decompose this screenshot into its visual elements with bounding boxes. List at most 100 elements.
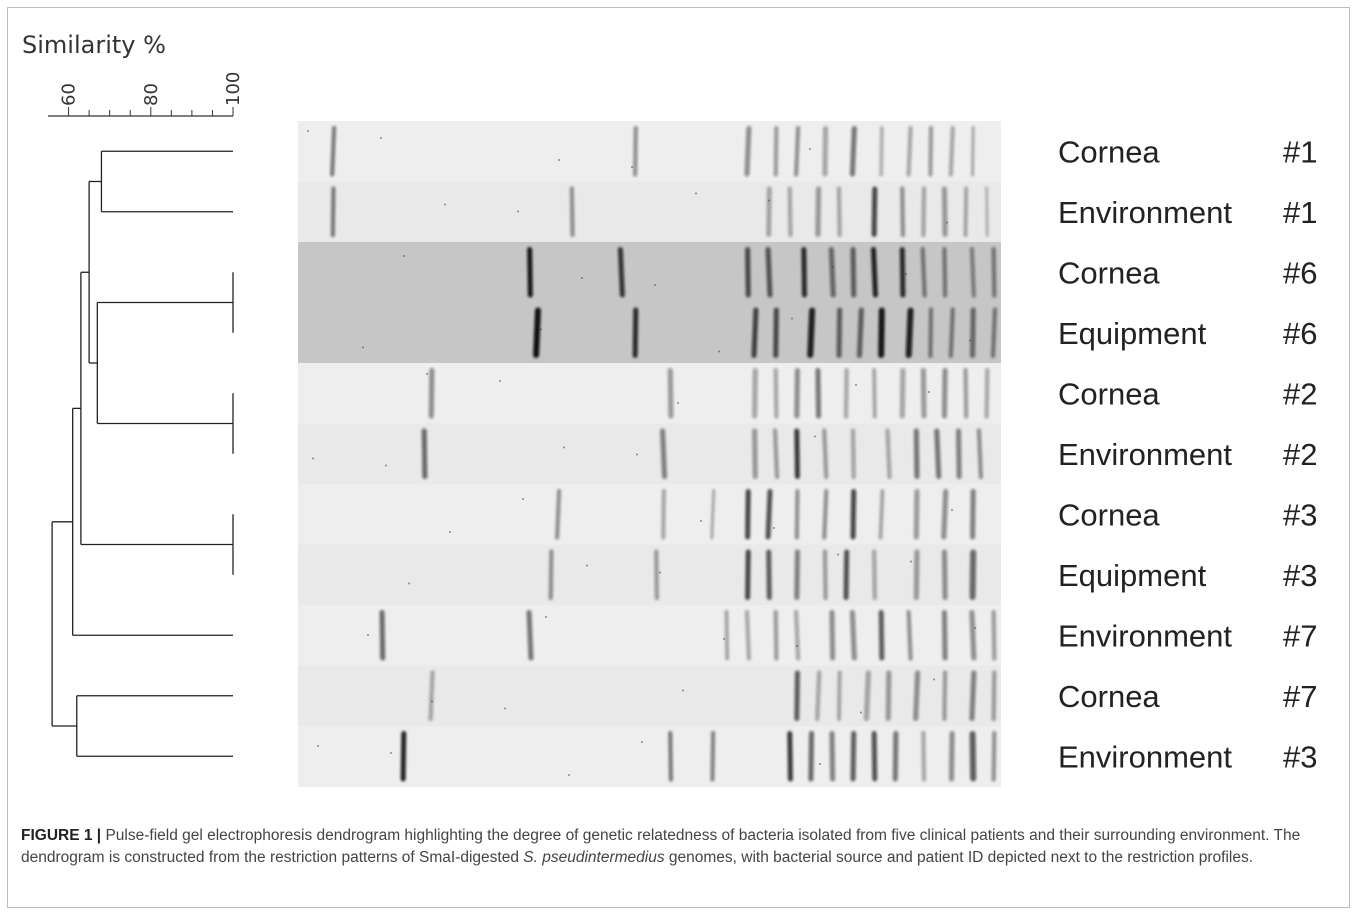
gel-band	[970, 307, 976, 358]
gel-speck	[390, 752, 392, 754]
gel-band	[745, 247, 751, 298]
lane-labels: Cornea #1 Environment #1 Cornea #6 Equipment #6…	[1058, 134, 1317, 774]
gel-band	[899, 368, 906, 419]
gel-speck	[362, 346, 364, 349]
gel-band	[991, 731, 997, 782]
gel-lane	[298, 302, 1001, 364]
figure-frame	[7, 7, 1350, 908]
gel-speck	[307, 130, 309, 132]
gel-speck	[819, 763, 821, 765]
gel-band	[906, 126, 913, 177]
gel-band	[878, 610, 885, 661]
gel-band	[828, 247, 836, 298]
gel-speck	[641, 741, 643, 743]
gel-speck	[860, 711, 862, 714]
gel-lane	[298, 484, 1001, 545]
gel-speck	[910, 560, 912, 563]
gel-band	[948, 731, 955, 782]
gel-band	[794, 489, 800, 540]
gel-band	[850, 731, 857, 782]
gel-band	[913, 549, 920, 600]
gel-band	[963, 368, 969, 419]
gel-band	[892, 731, 899, 782]
gel-speck	[380, 137, 382, 139]
gel-lane	[298, 605, 1001, 666]
gel-band	[863, 670, 871, 721]
lane-patient-label: #2	[1283, 376, 1317, 411]
lane-source-label: Environment	[1058, 739, 1232, 774]
gel-band	[849, 126, 857, 177]
gel-band	[428, 368, 435, 419]
gel-speck	[723, 638, 725, 640]
gel-speck	[431, 700, 433, 703]
gel-speck	[700, 520, 702, 522]
gel-band	[773, 610, 779, 661]
gel-band	[815, 670, 822, 721]
lane-source-label: Equipment	[1058, 316, 1207, 351]
gel-speck	[522, 498, 524, 500]
gel-speck	[928, 391, 930, 393]
gel-band	[815, 368, 822, 419]
gel-band	[379, 610, 386, 661]
gel-band	[969, 549, 977, 600]
gel-band	[913, 428, 920, 479]
gel-speck	[814, 435, 816, 438]
scale-tick-label: 60	[59, 83, 80, 106]
dendrogram	[51, 150, 234, 757]
gel-band	[815, 186, 822, 237]
gel-band	[934, 428, 942, 479]
gel-speck	[636, 453, 638, 456]
caption-text-2: genomes, with bacterial source and patie…	[664, 849, 1254, 866]
gel-band	[871, 186, 878, 237]
gel-band	[822, 489, 829, 540]
gel-band	[849, 610, 857, 661]
gel-band	[920, 368, 927, 419]
caption-text-1: Pulse-field gel electrophoresis dendrogr…	[21, 827, 1301, 866]
gel-speck	[695, 192, 697, 195]
gel-band	[744, 126, 752, 177]
gel-speck	[905, 273, 907, 275]
lane-source-label: Cornea	[1058, 134, 1160, 169]
gel-band	[969, 670, 977, 721]
gel-speck	[837, 553, 839, 556]
gel-band	[526, 610, 534, 661]
gel-speck	[317, 745, 319, 747]
gel-band	[822, 428, 829, 479]
gel-speck	[974, 627, 976, 629]
gel-band	[829, 731, 836, 782]
gel-band	[661, 489, 666, 540]
gel-speck	[791, 317, 793, 320]
lane-patient-label: #6	[1283, 316, 1317, 351]
lane-source-label: Cornea	[1058, 679, 1160, 714]
gel-speck	[312, 457, 314, 460]
gel-band	[948, 126, 955, 177]
gel-lane	[298, 181, 1001, 243]
gel-band	[885, 670, 892, 721]
gel-band	[843, 549, 850, 600]
gel-speck	[403, 255, 405, 257]
gel-band	[984, 368, 990, 419]
gel-band	[527, 247, 533, 298]
gel-band	[941, 489, 949, 540]
gel-band	[569, 186, 575, 237]
gel-band	[548, 549, 554, 600]
gel-band	[787, 186, 793, 237]
similarity-axis-title: Similarity %	[22, 31, 166, 59]
gel-speck	[796, 645, 798, 647]
gel-speck	[855, 384, 857, 386]
gel-speck	[809, 148, 811, 150]
gel-band	[801, 247, 807, 298]
gel-band	[428, 670, 435, 721]
lane-patient-label: #2	[1283, 437, 1317, 472]
gel-band	[829, 610, 836, 661]
gel-band	[948, 307, 955, 358]
gel-band	[773, 126, 779, 177]
gel-lane	[298, 242, 1001, 303]
gel-lane	[298, 363, 1001, 424]
gel-speck	[654, 284, 656, 286]
gel-band	[941, 368, 948, 419]
gel-band	[963, 186, 969, 237]
lane-patient-label: #3	[1283, 739, 1317, 774]
gel-band	[632, 307, 639, 358]
gel-band	[928, 126, 934, 177]
